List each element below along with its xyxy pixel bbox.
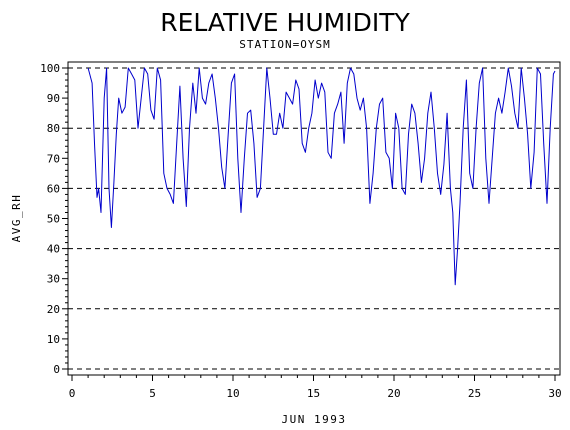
y-tick-label-10: 10 (47, 333, 60, 346)
chart-title: RELATIVE HUMIDITY (160, 8, 410, 37)
y-axis: 0 10 20 30 40 50 60 70 80 90 100 (40, 62, 68, 376)
y-tick-label-60: 60 (47, 182, 60, 195)
y-axis-label: AVG_RH (10, 194, 23, 243)
y-tick-label-50: 50 (47, 213, 60, 226)
x-tick-label-10: 10 (226, 387, 239, 400)
x-tick-label-0: 0 (69, 387, 76, 400)
x-tick-label-30: 30 (548, 387, 561, 400)
chart-subtitle: STATION=OYSM (239, 38, 330, 51)
y-tick-label-30: 30 (47, 273, 60, 286)
series-line-0 (87, 67, 556, 286)
y-tick-label-90: 90 (47, 92, 60, 105)
x-tick-label-20: 20 (387, 387, 400, 400)
x-axis-label: JUN 1993 (282, 413, 347, 426)
x-tick-label-25: 25 (468, 387, 481, 400)
reference-lines (68, 67, 560, 370)
y-tick-label-100: 100 (40, 62, 60, 75)
x-tick-label-15: 15 (307, 387, 320, 400)
x-axis: 0 5 10 15 20 25 30 (69, 375, 562, 400)
y-tick-label-0: 0 (53, 363, 60, 376)
y-tick-label-40: 40 (47, 243, 60, 256)
y-tick-label-20: 20 (47, 303, 60, 316)
plot-frame (67, 61, 561, 376)
series-layer (87, 67, 556, 286)
x-tick-label-5: 5 (149, 387, 156, 400)
y-tick-label-80: 80 (47, 122, 60, 135)
y-tick-label-70: 70 (47, 152, 60, 165)
